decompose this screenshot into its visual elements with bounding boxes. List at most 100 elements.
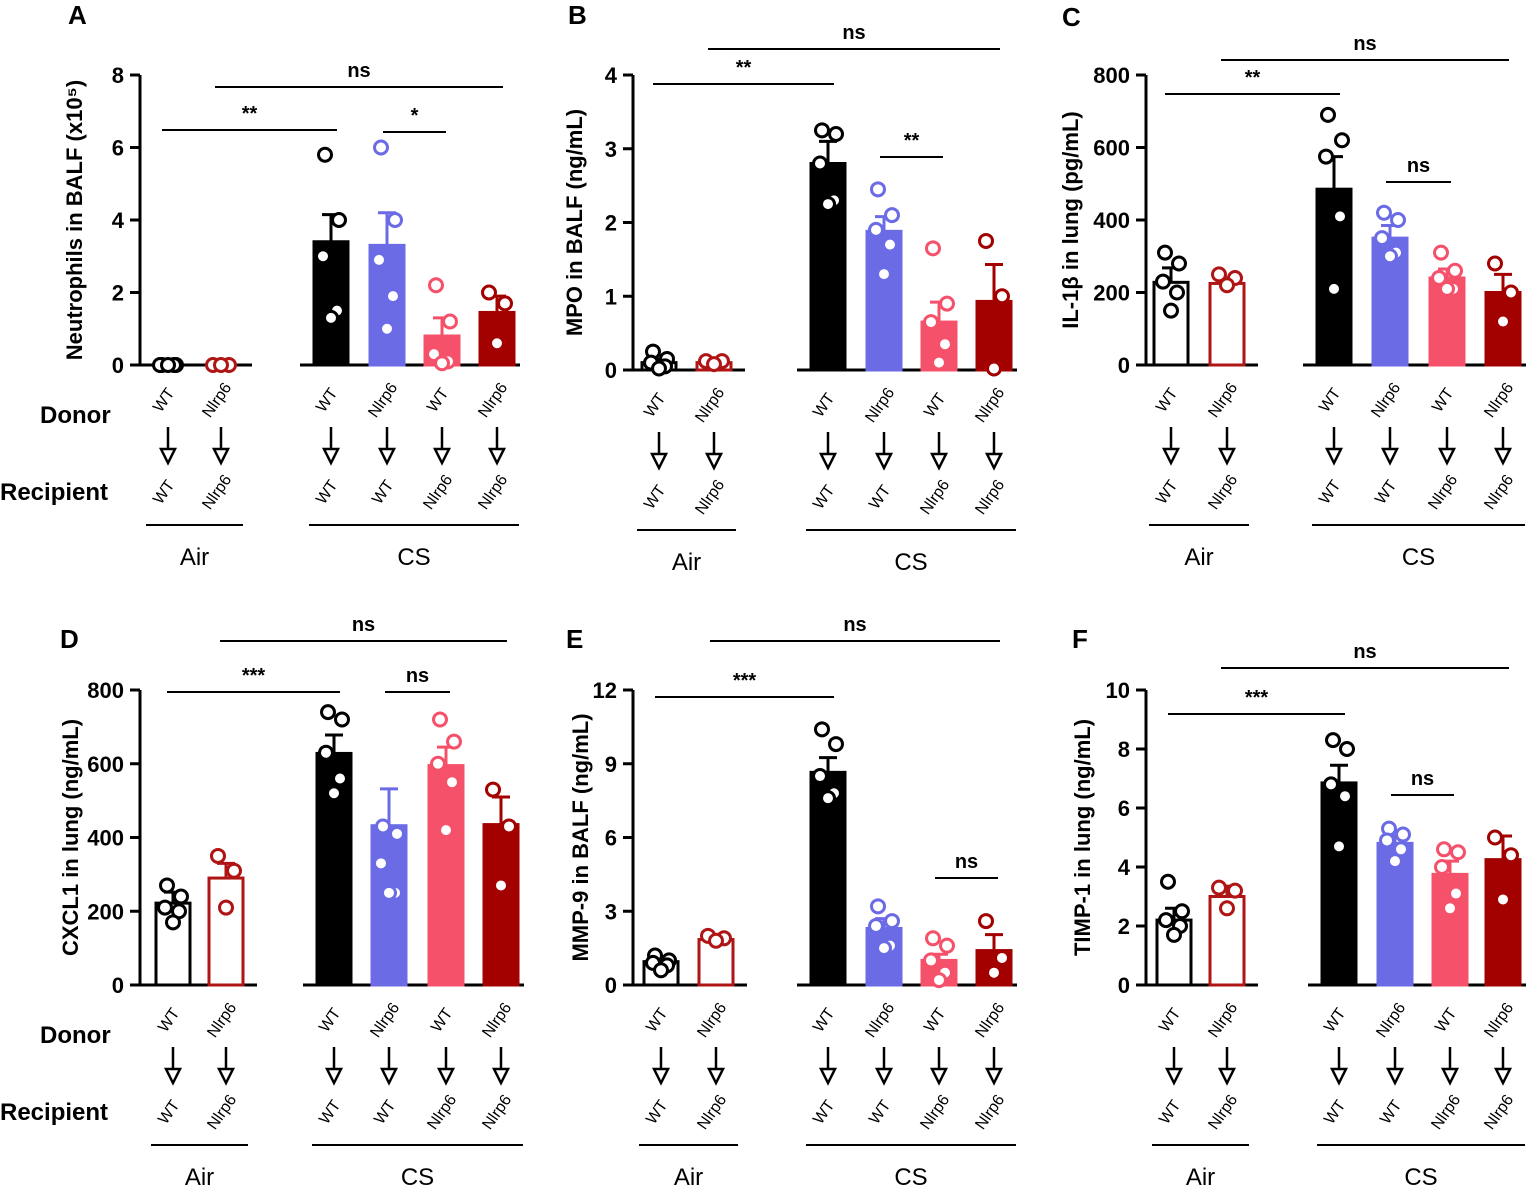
panel-letter: E xyxy=(566,624,583,654)
recipient-label: Nlrp6 xyxy=(1481,472,1517,513)
bar xyxy=(1484,858,1522,987)
y-tick-label: 2 xyxy=(605,211,617,236)
donor-label: WT xyxy=(428,1005,456,1035)
arrow-head-icon xyxy=(324,1067,344,1086)
y-tick-label: 0 xyxy=(1118,973,1130,998)
y-tick-label: 400 xyxy=(87,826,124,851)
significance-label: ns xyxy=(352,614,375,636)
data-point xyxy=(925,930,941,947)
data-point xyxy=(931,354,947,371)
data-point xyxy=(1326,280,1342,297)
arrow-head-icon xyxy=(321,447,341,466)
data-point xyxy=(323,309,339,326)
donor-label: WT xyxy=(810,390,838,420)
data-point xyxy=(428,277,444,294)
bar xyxy=(370,824,408,987)
data-point xyxy=(1334,132,1350,149)
y-axis-label: TIMP-1 in lung (ng/mL) xyxy=(1070,719,1095,956)
data-point xyxy=(1376,204,1392,221)
arrow-head-icon xyxy=(651,1067,671,1086)
y-tick-label: 200 xyxy=(87,899,124,924)
significance-label: ** xyxy=(904,130,920,152)
data-point xyxy=(1160,873,1176,890)
recipient-label: Nlrp6 xyxy=(479,1092,515,1133)
cs-label: CS xyxy=(1402,544,1435,571)
data-point xyxy=(320,704,336,721)
data-point xyxy=(820,790,836,807)
y-tick-label: 4 xyxy=(112,208,125,233)
data-point xyxy=(1339,741,1355,757)
recipient-label: Nlrp6 xyxy=(1205,1092,1241,1133)
data-point xyxy=(986,964,1002,981)
data-point xyxy=(870,181,886,198)
donor-label: WT xyxy=(643,1005,671,1035)
data-point xyxy=(387,212,403,228)
bar xyxy=(207,876,245,987)
arrow-head-icon xyxy=(216,1067,236,1086)
data-point xyxy=(1393,841,1409,858)
data-point xyxy=(1163,302,1179,319)
recipient-label: Nlrp6 xyxy=(199,472,235,513)
data-point xyxy=(1382,248,1398,265)
arrow-head-icon xyxy=(487,447,507,466)
recipient-label: Nlrp6 xyxy=(1428,1092,1464,1133)
donor-label: WT xyxy=(1432,1005,1460,1035)
data-point xyxy=(446,733,462,750)
arrow-head-icon xyxy=(984,452,1004,471)
arrow-head-icon xyxy=(984,1067,1004,1086)
arrow-head-icon xyxy=(818,1067,838,1086)
data-point xyxy=(432,711,448,728)
y-tick-label: 800 xyxy=(87,678,124,703)
panel-letter: F xyxy=(1072,624,1088,654)
data-point xyxy=(1450,844,1466,861)
data-point xyxy=(1171,255,1187,272)
y-tick-label: 0 xyxy=(1118,353,1130,378)
data-point xyxy=(994,288,1010,305)
data-point xyxy=(939,937,955,954)
donor-label: Nlrp6 xyxy=(862,1000,898,1041)
recipient-label: WT xyxy=(1316,477,1344,507)
recipient-label: Nlrp6 xyxy=(917,1092,953,1133)
data-point xyxy=(868,918,884,934)
y-tick-label: 600 xyxy=(1093,136,1130,161)
recipient-label: WT xyxy=(810,482,838,512)
recipient-label: Nlrp6 xyxy=(972,1092,1008,1133)
data-point xyxy=(937,336,953,353)
arrow-head-icon xyxy=(379,1067,399,1086)
significance-label: ** xyxy=(1245,67,1261,89)
arrow-head-icon xyxy=(1380,447,1400,466)
data-point xyxy=(173,888,189,905)
donor-label: WT xyxy=(921,390,949,420)
panel-C: C 0 200 400 600 800 IL-1β in lung (pg/mL) ** ns n… xyxy=(1058,2,1526,571)
data-point xyxy=(814,721,830,738)
data-point xyxy=(870,898,886,915)
recipient-label: Nlrp6 xyxy=(1425,472,1461,513)
y-tick-label: 6 xyxy=(112,136,124,161)
donor-label: WT xyxy=(1316,385,1344,415)
y-tick-label: 8 xyxy=(112,63,124,88)
data-point xyxy=(485,781,501,798)
data-point xyxy=(213,357,229,373)
significance-label: ns xyxy=(843,614,866,636)
recipient-label: WT xyxy=(1153,477,1181,507)
donor-label: WT xyxy=(150,385,178,415)
data-point xyxy=(1158,912,1174,929)
y-tick-label: 4 xyxy=(1118,855,1131,880)
donor-row-label: Donor xyxy=(40,402,111,429)
bar xyxy=(1208,281,1246,367)
y-tick-label: 8 xyxy=(1118,737,1130,762)
recipient-label: WT xyxy=(369,477,397,507)
data-point xyxy=(925,240,941,257)
arrow-head-icon xyxy=(929,452,949,471)
donor-label: Nlrp6 xyxy=(367,1000,403,1041)
data-point xyxy=(385,288,401,305)
data-point xyxy=(1495,313,1511,330)
data-point xyxy=(497,295,513,312)
data-point xyxy=(434,355,450,372)
cs-label: CS xyxy=(894,1164,927,1186)
panel-F: F 0 2 4 6 8 10 TIMP-1 in lung (ng/mL) *** ns ns WT W… xyxy=(1070,624,1526,1186)
data-point xyxy=(1503,847,1519,864)
data-point xyxy=(489,335,505,352)
recipient-label: Nlrp6 xyxy=(692,477,728,518)
data-point xyxy=(884,207,900,224)
